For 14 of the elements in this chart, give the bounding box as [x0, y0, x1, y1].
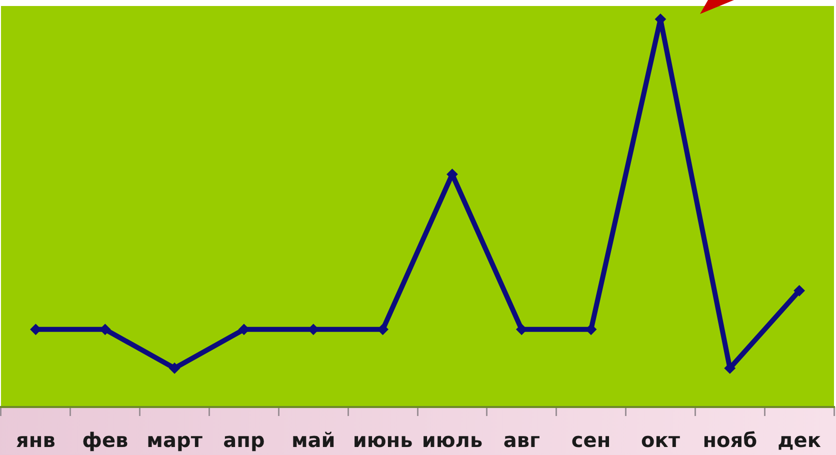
x-tick-label: апр: [223, 428, 265, 452]
x-tick-label: янв: [16, 428, 56, 452]
x-tick-label: май: [291, 428, 336, 452]
x-tick-label: июль: [422, 428, 483, 452]
x-tick-label: окт: [641, 428, 680, 452]
x-tick-label: март: [146, 428, 203, 452]
x-tick-label: фев: [82, 428, 128, 452]
x-tick-label: дек: [778, 428, 822, 452]
point: [794, 285, 805, 296]
x-tick-label: авг: [503, 428, 540, 452]
x-tick-label: нояб: [702, 428, 758, 452]
point: [169, 362, 180, 374]
x-tick-label: июнь: [352, 428, 413, 452]
x-tick-label: сен: [571, 428, 611, 452]
